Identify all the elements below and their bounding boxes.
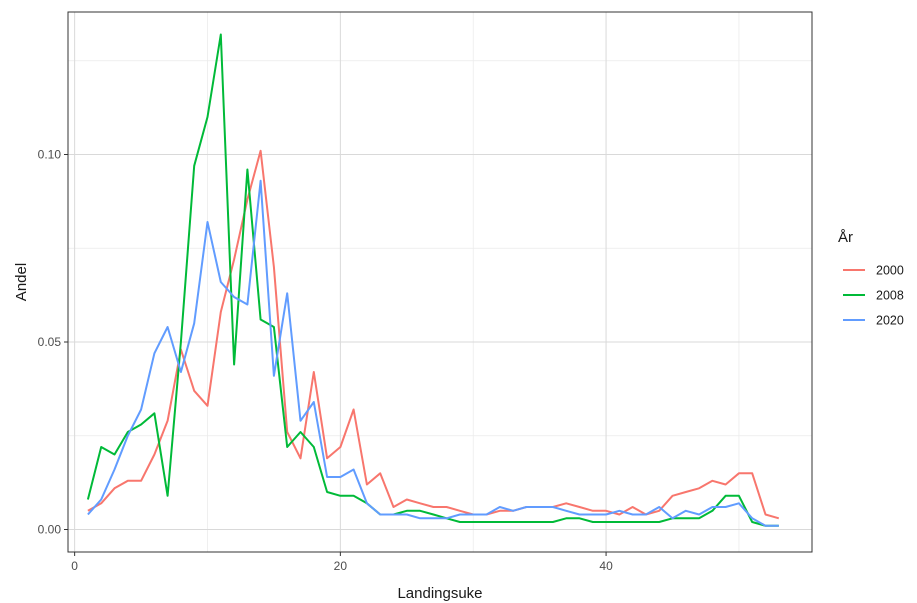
panel-border — [67, 11, 813, 553]
legend-label-2008: 2008 — [876, 289, 904, 303]
y-axis-title: Andel — [13, 263, 30, 301]
panel-background — [68, 12, 812, 552]
y-tick-label: 0.00 — [38, 523, 62, 537]
series-layer — [86, 33, 780, 527]
grid-major — [68, 12, 812, 552]
x-axis-title: Landingsuke — [397, 585, 482, 602]
y-tick-label: 0.05 — [38, 335, 62, 349]
legend-label-2020: 2020 — [876, 314, 904, 328]
y-tick-label: 0.10 — [38, 148, 62, 162]
x-tick-label: 0 — [71, 559, 78, 573]
legend: År 2000 2008 2020 — [838, 229, 904, 328]
x-tick-label: 40 — [599, 559, 613, 573]
x-tick-label: 20 — [334, 559, 348, 573]
series-line-2000 — [87, 149, 780, 520]
series-line-2008 — [86, 33, 779, 527]
x-axis: 0 20 40 — [71, 552, 613, 573]
legend-label-2000: 2000 — [876, 264, 904, 278]
legend-title: År — [838, 229, 853, 246]
y-axis: 0.00 0.05 0.10 — [38, 148, 68, 537]
grid-minor — [68, 12, 812, 552]
series-line-2020 — [87, 179, 779, 527]
